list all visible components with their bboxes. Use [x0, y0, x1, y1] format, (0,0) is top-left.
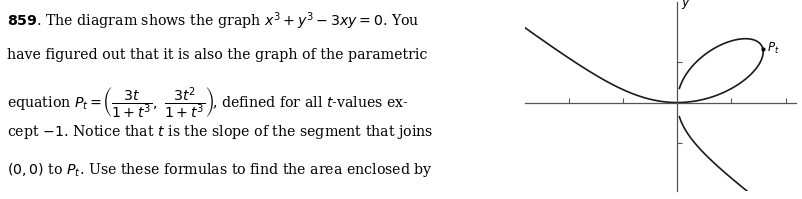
Text: $\mathbf{859}$. The diagram shows the graph $x^3 + y^3 - 3xy = 0$. You: $\mathbf{859}$. The diagram shows the gr… — [6, 10, 419, 32]
Text: have figured out that it is also the graph of the parametric: have figured out that it is also the gra… — [6, 48, 427, 62]
Text: cept $-1$. Notice that $t$ is the slope of the segment that joins: cept $-1$. Notice that $t$ is the slope … — [6, 123, 433, 141]
Text: $(0, 0)$ to $P_t$. Use these formulas to find the area enclosed by: $(0, 0)$ to $P_t$. Use these formulas to… — [6, 161, 432, 179]
Text: $P_t$: $P_t$ — [767, 41, 779, 56]
Text: $y$: $y$ — [681, 0, 691, 11]
Text: equation $P_t = \!\left(\dfrac{3t}{1+t^3},\ \dfrac{3t^2}{1+t^3}\right)\!$, defin: equation $P_t = \!\left(\dfrac{3t}{1+t^3… — [6, 86, 409, 121]
